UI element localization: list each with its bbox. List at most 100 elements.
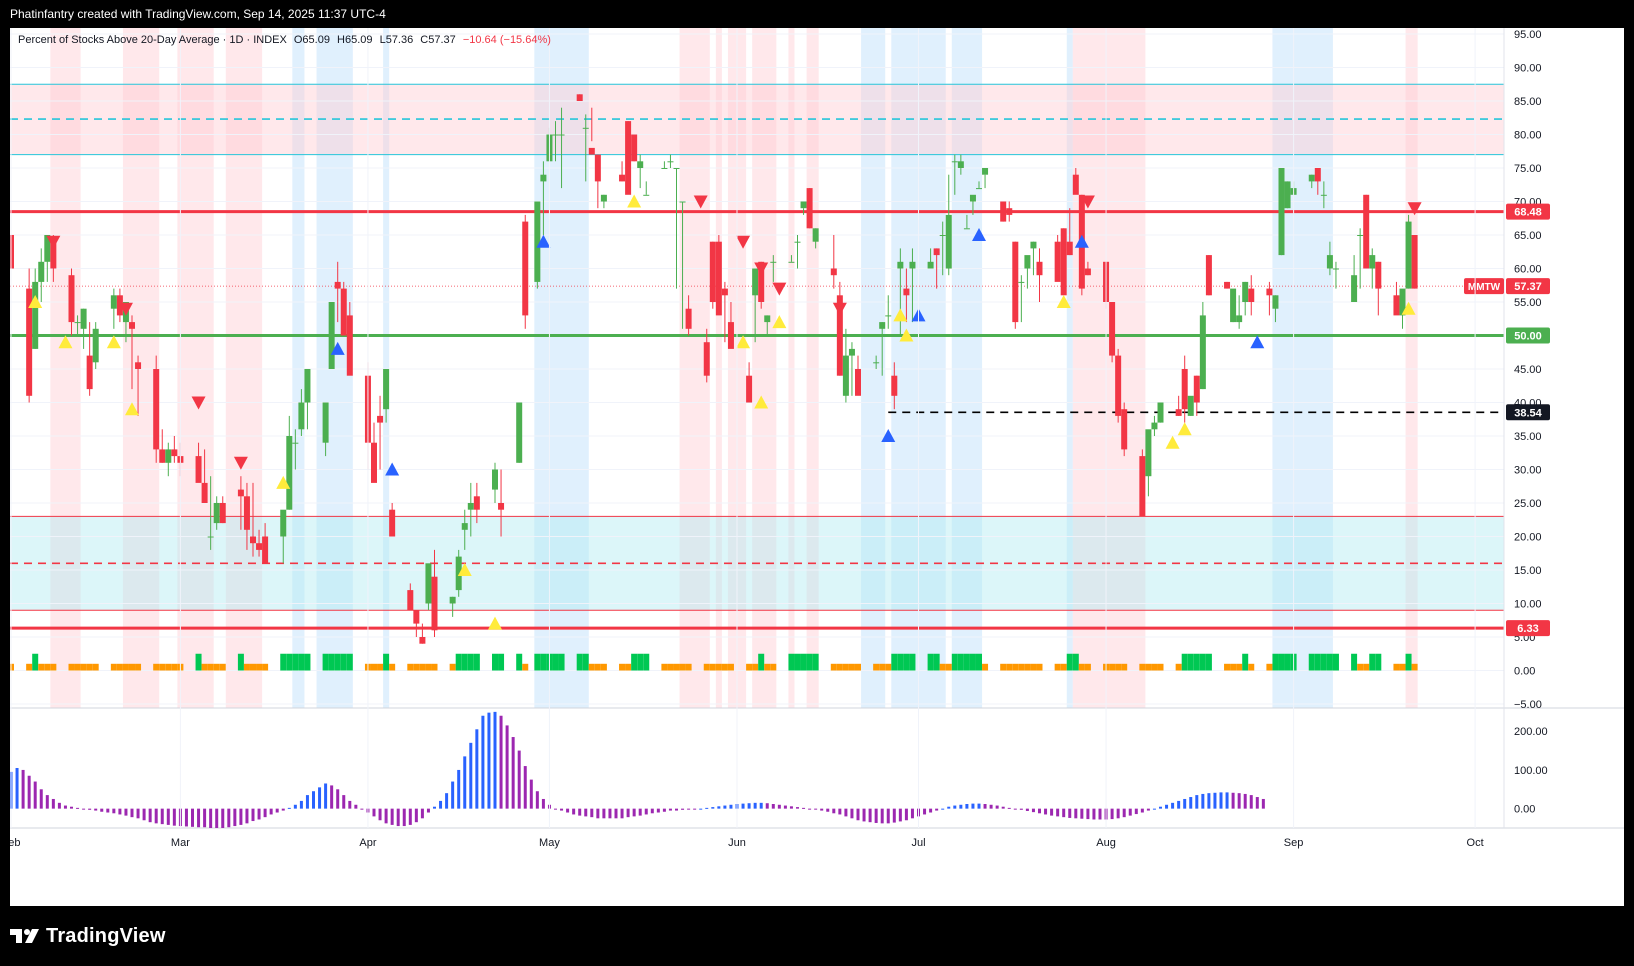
oscillator-bar (511, 737, 515, 809)
candle-body (304, 369, 311, 403)
time-tick-label: May (539, 837, 560, 849)
candle-body (1084, 268, 1091, 276)
candle (1187, 395, 1194, 416)
volume-bar (667, 663, 674, 671)
sell-signal-triangle (754, 262, 769, 276)
candle-body (1187, 395, 1194, 416)
volume-bar (1224, 663, 1231, 671)
volume-bar (1272, 653, 1279, 671)
candle (600, 194, 607, 209)
volume-bar (661, 663, 668, 671)
candle-body (135, 362, 142, 369)
candle (715, 235, 722, 316)
shading-column (951, 28, 983, 708)
volume-bar (885, 663, 892, 671)
caution-signal-triangle (125, 402, 139, 416)
oscillator-bar (463, 756, 467, 809)
oscillator-bar (76, 807, 80, 809)
chart-frame[interactable]: 95.00 90.00 85.00 80.00 75.00 70.00 65.00 60.00… (10, 28, 1624, 906)
oscillator-bar (1134, 808, 1138, 815)
candle-body (1230, 288, 1237, 323)
candle (74, 315, 81, 336)
oscillator-tick-label: 0.00 (1514, 804, 1535, 816)
symbol-legend[interactable]: Percent of Stocks Above 20-Day Average ·… (18, 34, 551, 46)
volume-bar (903, 653, 910, 671)
candle (788, 255, 795, 263)
oscillator-bar (584, 808, 588, 817)
volume-bar (1012, 663, 1019, 671)
candle-body (1393, 295, 1400, 316)
candle (576, 94, 583, 101)
volume-bar (1072, 653, 1079, 671)
caution-signal-triangle (457, 563, 472, 576)
shading-column (50, 28, 81, 708)
price-tick-label: 10.00 (1514, 599, 1542, 611)
volume-bar (1314, 653, 1321, 671)
candle-body (431, 576, 438, 631)
price-scale-tag-label: 50.00 (1514, 331, 1542, 343)
buy-signal-triangle (972, 228, 986, 241)
candle-body (812, 228, 819, 242)
volume-bar (1024, 663, 1031, 671)
legend-symbol[interactable]: Percent of Stocks Above 20-Day Average ·… (18, 34, 287, 46)
chart-canvas[interactable]: 95.0090.0085.0080.0075.0070.0065.0060.00… (10, 28, 1624, 906)
candle (1236, 295, 1243, 329)
candle (552, 121, 559, 162)
candle (1139, 449, 1146, 517)
volume-bar (939, 663, 946, 671)
volume-bar (346, 653, 353, 671)
oscillator-bar (451, 781, 455, 809)
time-tick-label: Apr (359, 837, 376, 849)
candle-body (885, 315, 892, 317)
candle-body (80, 308, 87, 329)
oscillator-bar (281, 808, 285, 811)
candle-body (129, 322, 135, 329)
volume-bar (1248, 663, 1255, 671)
volume-bar (1332, 653, 1339, 671)
candle-body (661, 168, 668, 169)
time-tick-label: Feb (10, 837, 20, 849)
oscillator-bar (1080, 808, 1084, 819)
volume-bar (891, 653, 898, 671)
candle (92, 322, 99, 369)
oscillator-bar (1110, 808, 1114, 820)
legend-low: L57.36 (379, 34, 414, 46)
candle-body (377, 415, 384, 423)
price-tick-label: 80.00 (1514, 130, 1542, 142)
candle (1272, 295, 1279, 323)
candle-body (110, 295, 117, 309)
volume-bar (982, 663, 989, 671)
candle (1314, 168, 1321, 195)
oscillator-bar (251, 808, 255, 822)
time-tick-label: Mar (171, 837, 190, 849)
candle-body (68, 275, 75, 323)
candle-body (419, 637, 426, 644)
oscillator-bar (51, 798, 55, 809)
candle (165, 442, 172, 477)
candle-body (1151, 422, 1158, 430)
volume-bar (582, 653, 589, 671)
volume-bar (576, 653, 583, 671)
candle (582, 114, 589, 182)
oscillator-bar (136, 808, 140, 819)
candle-body (540, 174, 547, 182)
oscillator-bar (257, 808, 261, 820)
price-scale-tag-label: 38.54 (1514, 407, 1542, 419)
volume-bar (10, 663, 14, 671)
candle (38, 248, 45, 302)
candle (746, 362, 753, 403)
candle (812, 228, 819, 249)
candle-body (1326, 255, 1333, 269)
volume-bar (976, 653, 982, 671)
volume-bar (969, 653, 976, 671)
oscillator-bar (100, 808, 104, 812)
oscillator-bar (789, 806, 793, 809)
candle (1030, 241, 1037, 276)
oscillator-bar (1195, 795, 1199, 809)
candle (26, 268, 33, 403)
oscillator-bar (644, 808, 648, 815)
candle-body (201, 482, 208, 503)
candle (752, 268, 759, 343)
oscillator-bar (1159, 806, 1162, 809)
candle-body (582, 127, 589, 129)
